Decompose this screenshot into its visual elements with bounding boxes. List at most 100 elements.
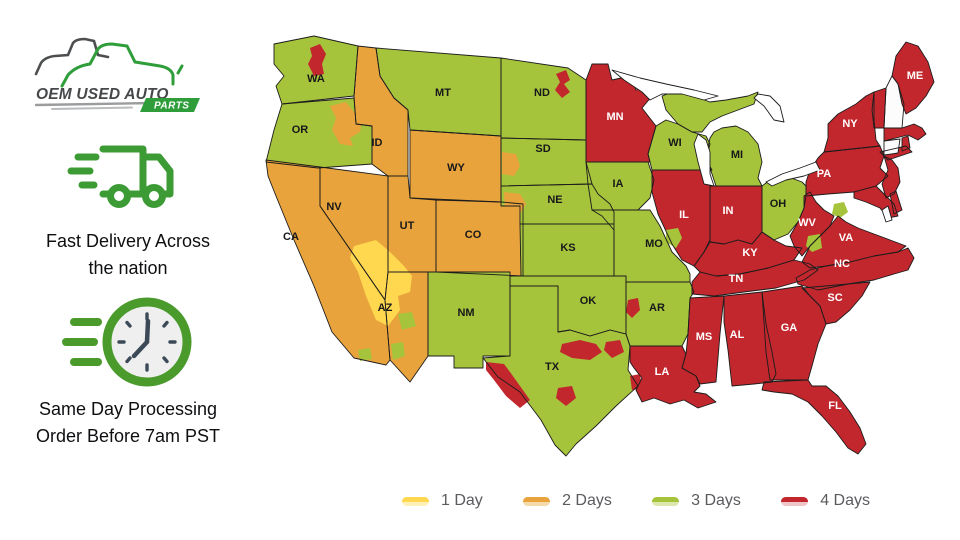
state-ky xyxy=(694,232,802,276)
state-label-ks: KS xyxy=(560,242,575,254)
state-border-vt xyxy=(871,87,887,129)
state-label-mt: MT xyxy=(435,87,451,99)
same-day-line1: Same Day Processing xyxy=(38,399,218,419)
lake-huron xyxy=(753,93,785,123)
state-id xyxy=(354,46,408,176)
legend-item-4-days: 4 Days xyxy=(781,492,870,510)
state-label-wv: WV xyxy=(798,217,816,229)
state-vt xyxy=(872,88,886,128)
state-label-mo: MO xyxy=(645,238,663,250)
state-ct xyxy=(884,139,900,155)
state-label-me: ME xyxy=(907,70,924,82)
state-label-ca: CA xyxy=(283,231,299,243)
state-label-nm: NM xyxy=(457,307,474,319)
legend-label-4-days: 4 Days xyxy=(820,492,870,509)
fast-delivery-line1: Fast Delivery Across xyxy=(45,231,211,251)
state-nm xyxy=(428,272,510,368)
state-label-la: LA xyxy=(655,366,670,378)
state-border-ne xyxy=(500,183,615,225)
state-fl xyxy=(762,380,866,454)
state-wi xyxy=(648,120,712,170)
state-border-co xyxy=(435,199,524,277)
lake-michigan xyxy=(693,133,715,187)
state-nj xyxy=(882,156,900,198)
region-west-arkansas xyxy=(626,298,640,318)
region-west-south-dakota xyxy=(502,152,520,176)
state-border-ny xyxy=(879,145,913,161)
state-border-ga xyxy=(761,285,827,381)
region-east-north-dakota xyxy=(555,70,570,98)
state-label-al: AL xyxy=(730,329,745,341)
delivery-legend: 1 Day 2 Days 3 Days 4 Days xyxy=(402,492,870,510)
same-day-line2: Order Before 7am PST xyxy=(35,426,221,446)
legend-swatch-2-days xyxy=(523,496,551,506)
state-label-va: VA xyxy=(839,232,854,244)
state-label-ut: UT xyxy=(400,220,415,232)
state-border-ri xyxy=(901,135,911,152)
region-south-texas xyxy=(556,386,576,406)
gray-truck-outline xyxy=(34,37,110,76)
region-west-texas xyxy=(486,362,530,408)
state-mi xyxy=(708,126,762,186)
state-label-id: ID xyxy=(372,137,383,149)
region-las-vegas-region xyxy=(350,240,412,326)
state-label-sd: SD xyxy=(535,143,550,155)
state-border-wv xyxy=(789,191,835,257)
state-ar xyxy=(626,282,694,346)
logo-badge xyxy=(140,98,200,112)
state-border-tn xyxy=(691,259,819,297)
state-label-fl: FL xyxy=(828,400,842,412)
state-label-wi: WI xyxy=(668,137,681,149)
info-panel: OEM USED AUTO PARTS Fast Delivery Across… xyxy=(0,0,256,540)
legend-item-2-days: 2 Days xyxy=(523,492,612,510)
state-pa xyxy=(806,146,888,196)
state-in xyxy=(710,186,762,244)
region-st-louis-illinois xyxy=(666,228,682,248)
state-ok xyxy=(510,276,626,336)
state-label-nc: NC xyxy=(834,258,850,270)
state-mi xyxy=(662,90,758,132)
fast-delivery-text: Fast Delivery Across the nation xyxy=(6,228,250,282)
state-mt xyxy=(376,48,501,136)
state-label-il: IL xyxy=(679,209,689,221)
state-label-tn: TN xyxy=(729,273,744,285)
state-label-nv: NV xyxy=(326,201,342,213)
state-label-nd: ND xyxy=(534,87,550,99)
state-tx xyxy=(483,286,638,456)
state-label-wa: WA xyxy=(307,73,325,85)
state-border-de xyxy=(889,190,903,215)
legend-label-3-days: 3 Days xyxy=(691,492,741,509)
region-central-texas xyxy=(560,340,602,360)
us-delivery-map: WA OR CA NV ID MT WY UT CO AZ NM ND SD NE KS OK TX MN IA MO… xyxy=(258,34,942,466)
region-north-washington xyxy=(308,44,326,76)
state-border-tx xyxy=(482,285,639,457)
region-east-oregon xyxy=(330,102,362,146)
green-car-outline xyxy=(60,42,175,88)
state-label-ok: OK xyxy=(580,295,597,307)
logo-badge-text: PARTS xyxy=(154,101,189,112)
legend-swatch-1-day xyxy=(402,496,429,506)
state-nd xyxy=(501,58,586,140)
state-border-ia xyxy=(585,161,655,211)
state-border-ct xyxy=(883,138,901,156)
logo-underline xyxy=(34,101,156,107)
state-sd xyxy=(501,138,592,186)
state-label-wy: WY xyxy=(447,162,465,174)
lake-erie xyxy=(765,161,821,187)
state-border-ny xyxy=(823,91,881,153)
state-label-sc: SC xyxy=(827,292,842,304)
state-border-sc xyxy=(801,281,871,325)
state-label-ny: NY xyxy=(842,118,858,130)
state-label-tx: TX xyxy=(545,361,560,373)
logo-text: OEM USED AUTO xyxy=(36,86,169,103)
state-il xyxy=(652,170,710,266)
state-ut xyxy=(388,176,436,272)
company-logo: OEM USED AUTO PARTS xyxy=(28,34,208,118)
legend-swatch-4-days xyxy=(781,496,809,506)
lake-superior xyxy=(611,69,719,101)
fast-delivery-line2: the nation xyxy=(88,258,168,278)
same-day-text: Same Day Processing Order Before 7am PST xyxy=(6,396,250,450)
region-south-arizona-2 xyxy=(391,342,405,360)
state-label-ia: IA xyxy=(613,178,624,190)
chesapeake-bay xyxy=(881,205,893,223)
